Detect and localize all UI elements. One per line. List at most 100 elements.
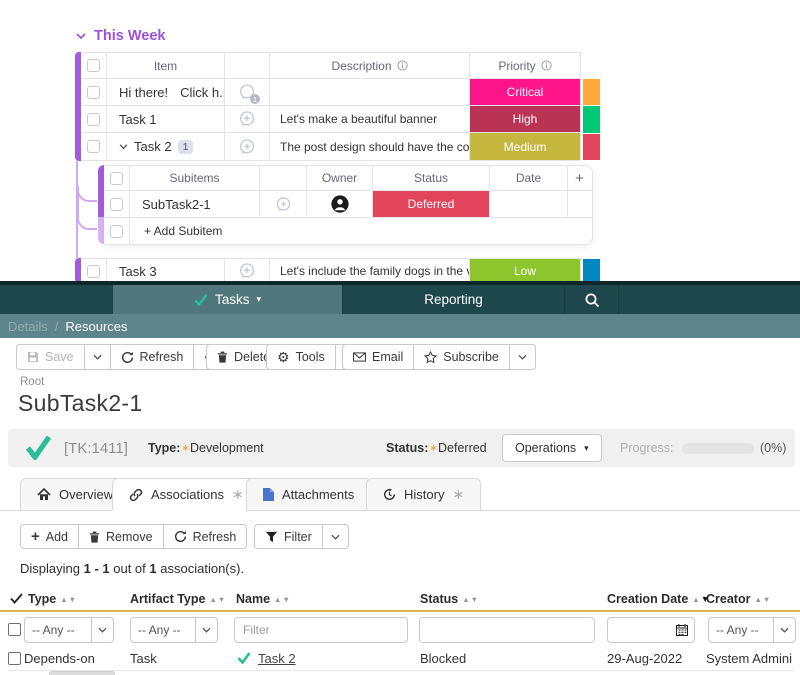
chevron-down-icon[interactable] [76, 32, 86, 40]
remove-button[interactable]: Remove [79, 525, 164, 548]
add-button[interactable]: + Add [21, 525, 80, 548]
description-cell[interactable] [270, 79, 470, 105]
info-icon [396, 60, 408, 71]
item-name-cell[interactable]: Task 3 [107, 259, 225, 283]
chat-cell[interactable] [225, 106, 270, 132]
subscribe-button[interactable]: Subscribe [414, 345, 510, 369]
breadcrumb-details[interactable]: Details [8, 318, 48, 334]
column-header-creation-date[interactable]: Creation Date ▲▼ [607, 592, 711, 606]
description-cell[interactable]: Let's include the family dogs in the vid… [270, 259, 470, 283]
column-header-artifact-type[interactable]: Artifact Type ▲▼ [130, 592, 227, 606]
email-button[interactable]: Email [343, 345, 415, 369]
root-breadcrumb[interactable]: Root [20, 376, 45, 388]
row-checkbox[interactable] [87, 264, 100, 278]
subitem-date-cell[interactable] [490, 191, 568, 217]
delete-button[interactable]: Delete [207, 345, 280, 369]
subitem-name-cell[interactable]: SubTask2-1 [130, 191, 260, 217]
item-column-header[interactable]: Item [107, 53, 225, 78]
description-cell[interactable]: The post design should have the color pu… [270, 133, 470, 160]
add-chat-icon[interactable] [275, 196, 292, 213]
row-checkbox[interactable] [8, 652, 21, 665]
add-column-button[interactable]: + [575, 169, 584, 187]
save-dropdown-button[interactable] [85, 345, 111, 369]
subitem-chat-cell[interactable] [260, 191, 307, 217]
description-cell[interactable]: Let's make a beautiful banner [270, 106, 470, 132]
column-header-creator[interactable]: Creator ▲▼ [706, 592, 772, 606]
refresh-button[interactable]: Refresh [111, 345, 195, 369]
tab-associations[interactable]: Associations ∗ [112, 478, 261, 511]
subitem-status-cell[interactable]: Deferred [373, 191, 490, 217]
breadcrumb-resources[interactable]: Resources [65, 318, 128, 334]
sort-arrows-icon[interactable]: ▲▼ [754, 594, 772, 604]
subitems-column-header[interactable]: Subitems [130, 166, 260, 190]
sort-arrows-icon[interactable]: ▲▼ [692, 594, 711, 604]
select-all-cell [81, 53, 107, 78]
priority-column-header[interactable]: Priority [470, 53, 580, 78]
creator-filter-select[interactable]: -- Any -- [708, 617, 796, 643]
cell-name-link[interactable]: Task 2 [258, 651, 296, 666]
priority-cell[interactable]: High [470, 106, 580, 132]
collapse-subitems-icon[interactable] [119, 143, 128, 150]
chat-bubble-icon[interactable] [238, 83, 256, 101]
description-column-header[interactable]: Description [270, 53, 470, 78]
filter-button[interactable]: Filter [255, 525, 323, 548]
chat-cell[interactable] [225, 133, 270, 160]
item-name-cell[interactable]: Task 2 1 [107, 133, 225, 160]
board-group-title[interactable]: This Week [76, 28, 165, 44]
date-input[interactable] [608, 623, 670, 637]
select-all-check-icon[interactable] [10, 593, 23, 604]
nav-search-button[interactable] [565, 285, 619, 314]
chevron-down-icon [202, 627, 211, 633]
artifact-type-filter-select[interactable]: -- Any -- [130, 617, 218, 643]
column-header-name[interactable]: Name ▲▼ [236, 592, 291, 606]
priority-cell[interactable]: Medium [470, 133, 580, 160]
column-header-type[interactable]: Type ▲▼ [28, 592, 78, 606]
subitem-checkbox[interactable] [110, 197, 123, 211]
sort-arrows-icon[interactable]: ▲▼ [209, 594, 227, 604]
owner-column-header[interactable]: Owner [307, 166, 373, 190]
tab-history[interactable]: History ∗ [366, 478, 482, 511]
add-chat-icon[interactable] [238, 110, 256, 128]
type-filter-select[interactable]: -- Any -- [24, 617, 114, 643]
sort-arrows-icon[interactable]: ▲▼ [462, 594, 480, 604]
tab-attachments[interactable]: Attachments [246, 478, 372, 511]
tools-button[interactable]: ⚙ Tools [267, 345, 336, 369]
operations-button[interactable]: Operations ▾ [502, 434, 602, 462]
add-chat-icon[interactable] [238, 262, 256, 280]
row-checkbox[interactable] [87, 112, 100, 126]
board-header-row: Item Description Priority [81, 53, 580, 79]
name-filter-input[interactable] [234, 617, 408, 643]
row-checkbox[interactable] [87, 140, 100, 153]
subitems-select-all-checkbox[interactable] [110, 171, 123, 185]
add-subitem-checkbox[interactable] [110, 224, 123, 238]
item-name-cell[interactable]: Hi there! Click h... [107, 79, 225, 105]
filter-row-checkbox[interactable] [8, 623, 21, 636]
chat-cell[interactable] [225, 259, 270, 283]
sort-arrows-icon[interactable]: ▲▼ [274, 594, 291, 604]
status-filter-input[interactable] [419, 617, 595, 643]
tab-overview[interactable]: Overview [20, 478, 131, 511]
filter-dropdown-button[interactable] [323, 525, 348, 548]
add-chat-icon[interactable] [238, 138, 256, 156]
item-name-cell[interactable]: Task 1 [107, 106, 225, 132]
owner-cell[interactable] [307, 191, 373, 217]
column-header-status[interactable]: Status ▲▼ [420, 592, 480, 606]
add-subitem-button[interactable]: + Add Subitem [144, 224, 223, 238]
calendar-icon[interactable] [676, 624, 688, 636]
row-edge-color [583, 259, 600, 283]
subscribe-dropdown-button[interactable] [510, 345, 535, 369]
refresh-button[interactable]: Refresh [164, 525, 247, 548]
status-column-header[interactable]: Status [373, 166, 490, 190]
chat-cell[interactable]: 1 [225, 79, 270, 105]
date-column-header[interactable]: Date [490, 166, 568, 190]
nav-tab-reporting[interactable]: Reporting [342, 285, 565, 314]
save-button[interactable]: Save [17, 345, 85, 369]
priority-cell[interactable]: Low [470, 259, 580, 283]
row-checkbox[interactable] [87, 85, 100, 99]
person-avatar-icon[interactable] [330, 195, 349, 213]
sort-arrows-icon[interactable]: ▲▼ [60, 594, 78, 604]
nav-tab-tasks[interactable]: Tasks ▾ [113, 285, 342, 314]
creation-date-filter[interactable] [607, 617, 695, 643]
priority-cell[interactable]: Critical [470, 79, 580, 105]
select-all-checkbox[interactable] [87, 59, 100, 72]
